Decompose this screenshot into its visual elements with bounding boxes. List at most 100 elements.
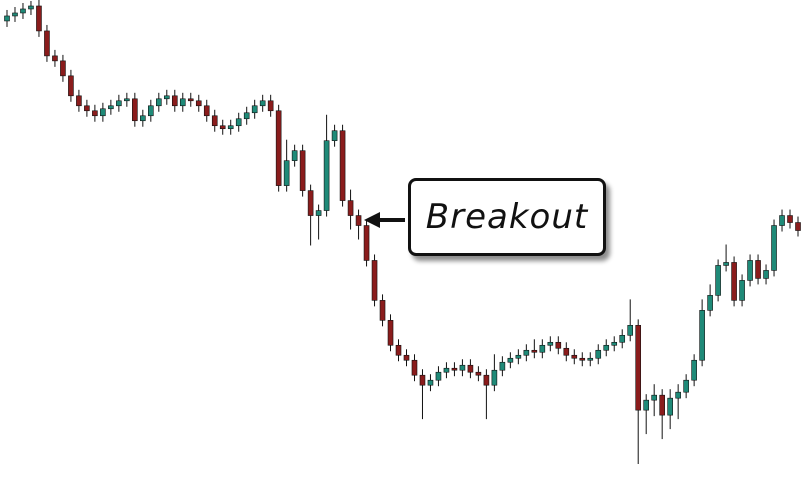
candle-body [243, 112, 250, 120]
candle-body [667, 397, 673, 416]
candle-body [451, 367, 458, 371]
candle-body [643, 399, 649, 411]
candle-body [12, 12, 18, 17]
candle-body [747, 260, 753, 281]
candle-body [427, 379, 434, 386]
candle-body [171, 95, 178, 107]
candle-body [371, 260, 378, 301]
candle-body [108, 105, 114, 110]
candle-body [44, 30, 50, 57]
candle-body [219, 125, 226, 130]
candle-body [84, 105, 90, 112]
candle-body [499, 361, 506, 371]
candle-body [20, 8, 26, 14]
candle-body [36, 5, 42, 32]
candle-body [187, 98, 194, 102]
candle-body [299, 150, 306, 191]
candle-body [52, 55, 58, 62]
candle-body [363, 225, 370, 261]
candle-body [116, 100, 122, 107]
candle-body [723, 262, 729, 266]
candle-body [315, 210, 322, 216]
candle-body [691, 359, 697, 381]
candle-body [387, 320, 394, 346]
candle-body [779, 215, 785, 226]
candle-body [459, 364, 466, 371]
candle-body [795, 222, 801, 231]
candle-body [132, 98, 138, 122]
candle-body [539, 344, 546, 353]
candle-body [627, 325, 634, 336]
annotation: Breakout [425, 197, 589, 237]
candle-body [579, 357, 586, 361]
candle-body [179, 98, 186, 107]
candle-body [235, 118, 242, 127]
candle-body [291, 150, 298, 161]
candle-body [651, 394, 657, 401]
candle-body [763, 270, 769, 279]
candle-body [331, 130, 338, 142]
candle-body [156, 98, 162, 107]
candle-body [483, 374, 490, 386]
candle-body [195, 100, 202, 107]
candle-body [419, 374, 426, 386]
candle-body [491, 369, 498, 386]
candle-body [619, 334, 626, 343]
candle-body [283, 160, 290, 186]
candle-body [203, 105, 210, 117]
candle-body [603, 344, 610, 351]
candle-body [411, 359, 418, 376]
candle-body [275, 110, 282, 186]
candle-body [227, 125, 234, 130]
candle-body [443, 367, 450, 373]
candle-body [307, 190, 314, 216]
candle-body [163, 95, 170, 100]
candle-body [707, 295, 713, 311]
candle-body [507, 357, 514, 363]
candle-body [4, 15, 10, 22]
candle-body [140, 115, 146, 122]
candle-body [76, 95, 82, 107]
candle-body [659, 394, 665, 416]
candle-body [379, 300, 386, 321]
candle-body [267, 100, 274, 112]
arrow-head [364, 212, 380, 228]
candle-body [547, 341, 554, 346]
candle-body [731, 262, 737, 301]
candle-body [148, 105, 154, 117]
candle-body [787, 215, 793, 223]
callout: Breakout [408, 178, 606, 256]
candles [4, 0, 801, 465]
candle-body [347, 200, 354, 216]
candle-body [555, 341, 562, 349]
candle-body [259, 100, 266, 107]
candle-body [683, 379, 689, 393]
candle-body [467, 364, 474, 373]
candle-body [715, 265, 721, 296]
candle-body [28, 5, 34, 10]
candle-body [60, 60, 66, 77]
candle-body [571, 354, 578, 359]
candle-body [475, 371, 482, 376]
candle-body [323, 140, 330, 211]
candle-body [587, 357, 594, 361]
candle-body [755, 260, 761, 279]
candle-body [100, 108, 106, 117]
candle-body [515, 354, 522, 359]
candle-body [675, 391, 681, 399]
candle-body [635, 325, 642, 411]
candle-body [395, 344, 402, 356]
candle-body [124, 98, 130, 102]
candle-body [339, 130, 346, 201]
candle-body [211, 115, 218, 127]
candle-body [531, 349, 538, 353]
candle-body [251, 105, 258, 114]
candle-body [435, 371, 442, 381]
candle-body [523, 349, 530, 356]
candle-body [403, 354, 410, 361]
candle-body [92, 110, 98, 117]
candle-body [611, 341, 618, 346]
candle-body [68, 75, 74, 97]
candle-body [739, 280, 745, 301]
